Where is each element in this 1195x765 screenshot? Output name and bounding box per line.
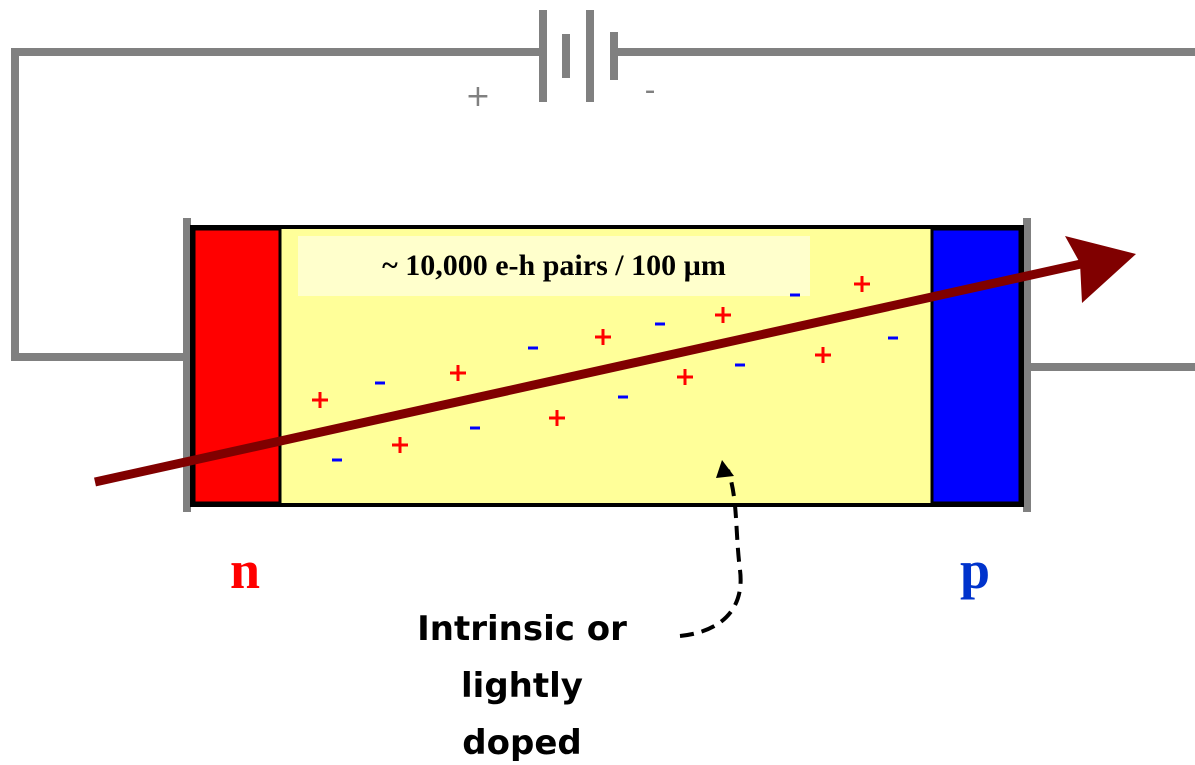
- annotation-line: lightly: [461, 666, 583, 706]
- particle-track: [94, 257, 1091, 487]
- pointer: [679, 469, 743, 638]
- charges: [312, 276, 898, 462]
- electrode-right: [1023, 218, 1031, 512]
- electrode-left: [183, 218, 191, 512]
- caption: ~ 10,000 e-h pairs / 100 µm: [382, 249, 726, 282]
- battery-minus: -: [645, 73, 656, 108]
- battery: [539, 10, 618, 102]
- wire-left: [11, 48, 540, 361]
- annotation-line: doped: [462, 723, 581, 763]
- pointer-head: [716, 460, 734, 478]
- n-region: [192, 227, 282, 505]
- battery-plus: +: [465, 79, 490, 114]
- n-label: n: [230, 540, 260, 600]
- annotation-line: Intrinsic or: [417, 609, 627, 649]
- p-region: [930, 227, 1022, 505]
- p-label: p: [960, 540, 990, 600]
- track-arrowhead: [1065, 236, 1136, 303]
- caption-box: [298, 236, 810, 296]
